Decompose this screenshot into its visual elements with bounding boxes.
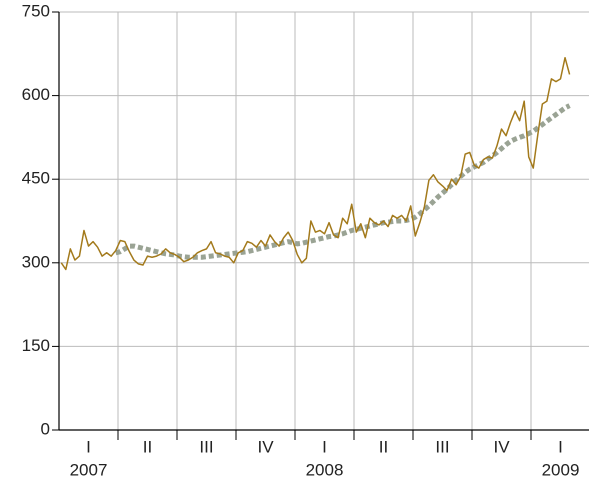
x-tick-label: II — [143, 437, 152, 456]
x-tick-label: II — [379, 437, 388, 456]
x-tick-label: I — [322, 437, 327, 456]
year-label: 2009 — [542, 460, 580, 479]
year-label: 2007 — [70, 460, 108, 479]
x-tick-label: III — [199, 437, 213, 456]
y-tick-label: 0 — [41, 419, 50, 438]
data-line — [60, 56, 571, 271]
x-tick-label: I — [558, 437, 563, 456]
year-label: 2008 — [306, 460, 344, 479]
y-tick-label: 300 — [22, 252, 50, 271]
x-tick-label: III — [435, 437, 449, 456]
y-tick-label: 600 — [22, 85, 50, 104]
x-tick-label: I — [86, 437, 91, 456]
x-tick-label: IV — [493, 437, 510, 456]
y-tick-label: 450 — [22, 169, 50, 188]
x-tick-label: IV — [257, 437, 274, 456]
y-tick-label: 150 — [22, 336, 50, 355]
y-tick-label: 750 — [22, 1, 50, 20]
